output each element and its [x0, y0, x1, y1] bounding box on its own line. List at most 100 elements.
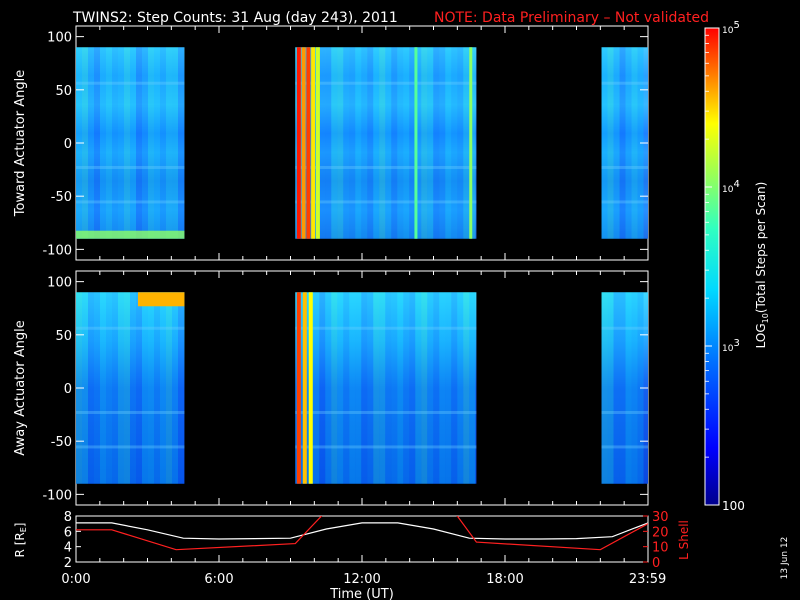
heatmap-band — [76, 410, 185, 414]
heatmap-stripe — [469, 47, 476, 239]
heatmap-stripe — [445, 47, 452, 239]
heatmap-stripe — [379, 47, 386, 239]
heatmap-hot-band — [296, 292, 301, 484]
heatmap-band — [295, 445, 477, 449]
heatmap-stripe — [130, 47, 136, 239]
heatmap-stripe — [379, 292, 386, 484]
heatmap-stripe — [118, 292, 124, 484]
heatmap-stripe — [397, 47, 404, 239]
heatmap-stripe — [337, 47, 344, 239]
heatmap-stripe — [130, 292, 136, 484]
heatmap-hot-band — [296, 47, 301, 239]
heatmap-stripe — [136, 47, 142, 239]
heatmap-stripe — [136, 292, 142, 484]
time-tick-label: 6:00 — [204, 572, 233, 587]
heatmap-stripe — [148, 292, 154, 484]
heatmap-band — [76, 165, 185, 169]
r-axis-label: R [RE] — [13, 523, 28, 558]
heatmap-stripe — [427, 47, 434, 239]
heatmap-stripe — [367, 47, 374, 239]
heatmap-stripe — [355, 292, 362, 484]
figure-title: TWINS2: Step Counts: 31 Aug (day 243), 2… — [72, 10, 398, 26]
heatmap-stripe — [319, 292, 326, 484]
heatmap-stripe — [124, 47, 130, 239]
heatmap-stripe — [631, 47, 638, 239]
heatmap-stripe — [331, 292, 338, 484]
heatmap-stripe — [601, 292, 608, 484]
heatmap-band — [601, 445, 648, 449]
y-tick-label: 0 — [64, 137, 72, 152]
heatmap-stripe — [439, 292, 446, 484]
time-tick-label: 23:59 — [629, 572, 666, 587]
r-tick-label: 6 — [64, 525, 72, 540]
toward-y-ticks: 100 50 0 -50 -100 — [42, 26, 649, 260]
heatmap-stripe — [154, 292, 160, 484]
heatmap-stripe — [118, 47, 124, 239]
y-tick-label: 100 — [47, 276, 72, 291]
heatmap-segment — [295, 47, 477, 239]
heatmap-stripe — [313, 292, 320, 484]
toward-y-axis-label: Toward Actuator Angle — [13, 70, 28, 217]
heatmap-stripe — [112, 47, 118, 239]
heatmap-stripe — [343, 292, 350, 484]
heatmap-band — [76, 200, 185, 204]
heatmap-hot-band — [306, 47, 311, 239]
y-tick-label: 50 — [55, 329, 72, 344]
colorbar-ticks: 105 104 103 100 — [705, 20, 745, 513]
heatmap-stripe — [178, 292, 184, 484]
lshell-tick-label: 0 — [652, 556, 660, 571]
lshell-tick-label: 30 — [652, 510, 669, 525]
heatmap-stripe — [415, 292, 422, 484]
heatmap-stripe — [106, 292, 112, 484]
preliminary-note: NOTE: Data Preliminary – Not validated — [434, 10, 709, 26]
y-tick-label: 50 — [55, 84, 72, 99]
heatmap-stripe — [100, 47, 106, 239]
heatmap-stripe — [457, 47, 464, 239]
heatmap-band — [295, 81, 477, 85]
heatmap-stripe — [88, 47, 94, 239]
heatmap-stripe — [463, 292, 470, 484]
heatmap-stripe — [391, 292, 398, 484]
heatmap-stripe — [625, 292, 632, 484]
heatmap-stripe — [391, 47, 398, 239]
heatmap-hot-band — [311, 47, 316, 239]
heatmap-stripe — [82, 47, 88, 239]
heatmap-band — [295, 165, 477, 169]
heatmap-stripe — [82, 292, 88, 484]
time-tick-label: 0:00 — [61, 572, 90, 587]
heatmap-stripe — [421, 47, 428, 239]
heatmap-band — [601, 326, 648, 330]
r-tick-label: 8 — [64, 510, 72, 525]
heatmap-hot-band — [315, 47, 320, 239]
y-tick-label: -50 — [51, 435, 72, 450]
heatmap-stripe — [319, 47, 326, 239]
heatmap-stripe — [433, 292, 440, 484]
heatmap-stripe — [100, 292, 106, 484]
heatmap-stripe — [337, 292, 344, 484]
heatmap-stripe — [166, 47, 172, 239]
heatmap-stripe — [361, 47, 368, 239]
heatmap-stripe — [106, 47, 112, 239]
heatmap-stripe — [397, 292, 404, 484]
heatmap-stripe — [631, 292, 638, 484]
heatmap-stripe — [385, 292, 392, 484]
heatmap-stripe — [457, 292, 464, 484]
heatmap-stripe — [325, 47, 332, 239]
lshell-line — [76, 516, 648, 551]
heatmap-band — [295, 326, 477, 330]
y-tick-label: 100 — [47, 31, 72, 46]
heatmap-stripe — [451, 292, 458, 484]
heatmap-band — [601, 165, 648, 169]
heatmap-segment — [76, 292, 185, 484]
time-x-ticks: 0:00 6:00 12:00 18:00 23:59 — [61, 555, 666, 587]
heatmap-band — [601, 410, 648, 414]
heatmap-stripe — [172, 47, 178, 239]
heatmap-stripe — [349, 292, 356, 484]
heatmap-stripe — [607, 47, 614, 239]
heatmap-stripe — [433, 47, 440, 239]
heatmap-stripe — [331, 47, 338, 239]
heatmap-stripe — [349, 47, 356, 239]
heatmap-stripe — [142, 47, 148, 239]
